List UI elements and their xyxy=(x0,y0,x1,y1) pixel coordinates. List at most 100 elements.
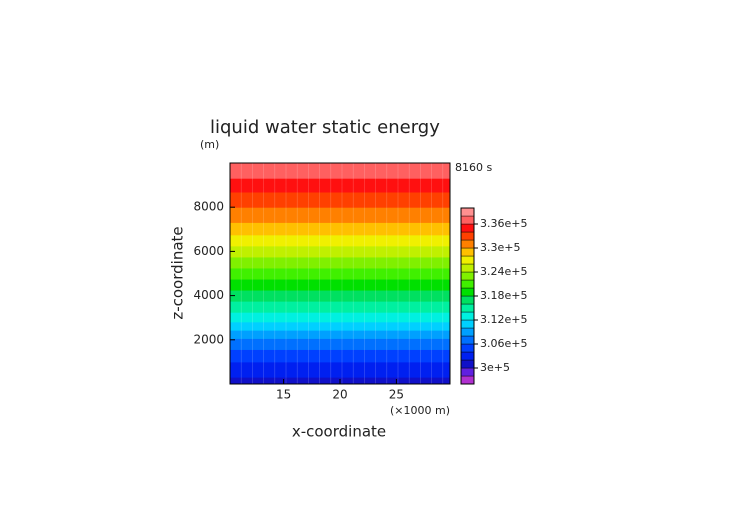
colorbar-swatch xyxy=(460,207,475,217)
contour-band xyxy=(230,182,450,185)
contour-band xyxy=(230,254,450,257)
contour-band xyxy=(230,238,450,241)
contour-band xyxy=(230,245,450,248)
contour-band xyxy=(230,310,450,313)
contour-band xyxy=(230,172,450,175)
contour-band xyxy=(230,218,450,221)
contour-band xyxy=(230,303,450,306)
contour-band xyxy=(230,189,450,192)
colorbar-tick-label: 3.18e+5 xyxy=(480,289,527,302)
colorbar-swatch xyxy=(460,311,475,321)
contour-band xyxy=(230,292,450,295)
contour-band xyxy=(230,263,450,266)
colorbar-swatch xyxy=(460,279,475,289)
contour-band xyxy=(230,360,450,363)
colorbar-swatch xyxy=(460,215,475,225)
contour-band xyxy=(230,214,450,216)
contour-band xyxy=(230,230,450,233)
contour-band xyxy=(230,330,450,333)
colorbar-swatch xyxy=(460,255,475,265)
contour-band xyxy=(230,317,450,320)
colorbar-swatch xyxy=(460,343,475,353)
contour-band xyxy=(230,207,450,210)
contour-band xyxy=(230,204,450,207)
x-unit: (×1000 m) xyxy=(390,404,450,417)
contour-band xyxy=(230,377,450,379)
contour-band xyxy=(230,287,450,290)
contour-band xyxy=(230,265,450,268)
contour-band xyxy=(230,272,450,274)
contour-band xyxy=(230,167,450,170)
contour-band xyxy=(230,321,450,324)
contour-band xyxy=(230,339,450,342)
contour-band xyxy=(230,352,450,355)
contour-band xyxy=(230,187,450,190)
colorbar-swatch xyxy=(460,271,475,281)
contour-band xyxy=(230,280,450,283)
contour-band xyxy=(230,164,450,167)
contour-band xyxy=(230,374,450,377)
contour-band xyxy=(230,309,450,312)
contour-band xyxy=(230,190,450,193)
contour-band xyxy=(230,270,450,273)
contour-band xyxy=(230,262,450,265)
contour-band xyxy=(230,236,450,239)
x-axis-label: x-coordinate xyxy=(292,423,386,441)
contour-band xyxy=(230,180,450,183)
colorbar-tick-label: 3.24e+5 xyxy=(480,265,527,278)
colorbar-swatch xyxy=(460,231,475,241)
contour-band xyxy=(230,183,450,186)
contour-band xyxy=(230,299,450,302)
contour-band xyxy=(230,193,450,196)
contour-band xyxy=(230,176,450,179)
contour-band xyxy=(230,273,450,276)
contour-band xyxy=(230,259,450,262)
contour-band xyxy=(230,288,450,291)
contour-band xyxy=(230,163,450,165)
colorbar-tick-label: 3.3e+5 xyxy=(480,241,520,254)
contour-band xyxy=(230,223,450,226)
contour-band xyxy=(230,337,450,339)
contour-band xyxy=(230,283,450,286)
contour-band xyxy=(230,328,450,331)
contour-band xyxy=(230,284,450,287)
contour-band xyxy=(230,370,450,373)
contour-band xyxy=(230,194,450,197)
contour-band xyxy=(230,241,450,244)
colorbar-swatch xyxy=(460,327,475,337)
contour-band xyxy=(230,175,450,178)
colorbar-swatch xyxy=(460,359,475,369)
colorbar-swatch xyxy=(460,367,475,377)
y-unit: (m) xyxy=(200,138,219,151)
contour-band xyxy=(230,345,450,348)
contour-band xyxy=(230,269,450,272)
contour-band xyxy=(230,359,450,362)
axes: 15 20 25 2000 4000 6000 8000 xyxy=(193,162,451,402)
contour-band xyxy=(230,291,450,294)
field xyxy=(229,163,450,385)
y-tick-label: 6000 xyxy=(193,244,224,258)
contour-band xyxy=(230,250,450,252)
contour-band xyxy=(230,323,450,326)
contour-band xyxy=(230,252,450,255)
contour-band xyxy=(230,290,450,292)
contour-band xyxy=(230,211,450,214)
contour-band xyxy=(230,174,450,176)
contour-band xyxy=(230,342,450,345)
contour-band xyxy=(230,258,450,261)
contour-band xyxy=(230,350,450,353)
colorbar-swatch xyxy=(460,223,475,233)
contour-band xyxy=(230,256,450,259)
contour-band xyxy=(230,302,450,305)
contour-band xyxy=(230,192,450,194)
colorbar-swatch xyxy=(460,295,475,305)
contour-band xyxy=(230,171,450,174)
contour-band xyxy=(230,234,450,237)
contour-band xyxy=(230,261,450,263)
colorbar-swatch xyxy=(460,247,475,257)
contour-band xyxy=(230,243,450,245)
contour-band xyxy=(230,205,450,208)
contour-band xyxy=(230,229,450,232)
contour-band xyxy=(230,314,450,317)
contour-band xyxy=(230,197,450,200)
